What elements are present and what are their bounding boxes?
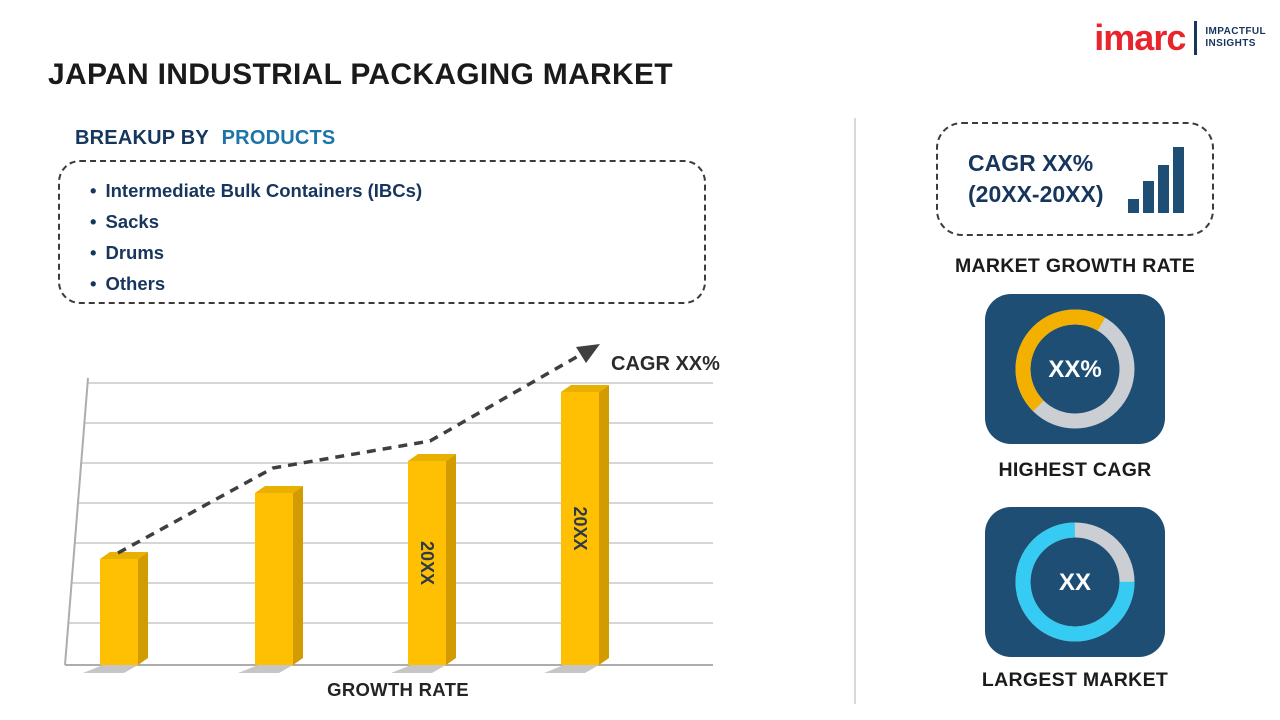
bar-side-face [446,454,456,665]
growth-chart: 20XX 20XX CAGR XX% [58,340,738,680]
cagr-line2: (20XX-20XX) [968,181,1104,207]
x-axis-label: GROWTH RATE [327,679,469,700]
bar-chart-icon [1128,147,1184,213]
bar-shadow [238,665,293,673]
donut-value-arc [1015,522,1135,642]
highest-cagr-tile: XX% [985,294,1165,444]
bars-layer: 20XX 20XX [83,385,609,673]
largest-market-label: LARGEST MARKET [981,669,1169,691]
product-item: Drums [90,237,704,268]
largest-market-donut: XX [1015,522,1135,642]
bar-side-face [138,552,148,665]
bar [408,461,446,665]
bar-shadow [544,665,599,673]
cagr-text: CAGR XX% (20XX-20XX) [968,148,1104,210]
imarc-logo: imarc IMPACTFUL INSIGHTS [1094,20,1266,56]
imarc-wordmark: imarc [1094,17,1186,58]
breakup-heading-highlight: PRODUCTS [221,127,336,149]
logo-tagline-line1: IMPACTFUL [1205,25,1266,37]
breakup-heading-prefix: BREAKUP BY [75,127,209,149]
bar-top-face [255,486,303,493]
bar [561,392,599,665]
product-item: Sacks [90,206,704,237]
cagr-box: CAGR XX% (20XX-20XX) [936,122,1214,236]
highest-cagr-donut: XX% [1015,309,1135,429]
cagr-line1: CAGR XX% [968,149,1094,176]
page-title: JAPAN INDUSTRIAL PACKAGING MARKET [48,58,673,91]
market-growth-rate-label: MARKET GROWTH RATE [954,255,1196,277]
bar-shadow [391,665,446,673]
bar-top-face [408,454,456,461]
growth-chart-svg: 20XX 20XX CAGR XX% [64,344,720,673]
highest-cagr-label: HIGHEST CAGR [998,459,1152,481]
largest-market-value: XX [1059,569,1091,596]
highest-cagr-value: XX% [1048,356,1101,383]
bar-label: 20XX [570,506,590,550]
trend-arrow [117,344,600,555]
product-item: Others [90,268,704,299]
bar [100,559,138,665]
products-list: Intermediate Bulk Containers (IBCs) Sack… [58,160,706,304]
bar-top-face [100,552,148,559]
bar-side-face [599,385,609,665]
trend-line [117,353,581,555]
largest-market-tile: XX [985,507,1165,657]
vertical-divider [854,118,856,704]
gridlines [68,382,713,624]
breakup-heading: BREAKUP BY PRODUCTS [75,127,335,150]
bar-shadow [83,665,138,673]
logo-divider [1194,21,1198,55]
bar-label: 20XX [417,541,437,585]
logo-tagline-line2: INSIGHTS [1205,38,1256,49]
bar-side-face [293,486,303,665]
logo-tagline: IMPACTFUL INSIGHTS [1205,26,1266,51]
y-axis [64,377,89,666]
bar [255,493,293,665]
trend-arrowhead-icon [576,344,600,363]
cagr-annotation: CAGR XX% [611,353,720,375]
product-item: Intermediate Bulk Containers (IBCs) [90,175,704,206]
bar-top-face [561,385,609,392]
